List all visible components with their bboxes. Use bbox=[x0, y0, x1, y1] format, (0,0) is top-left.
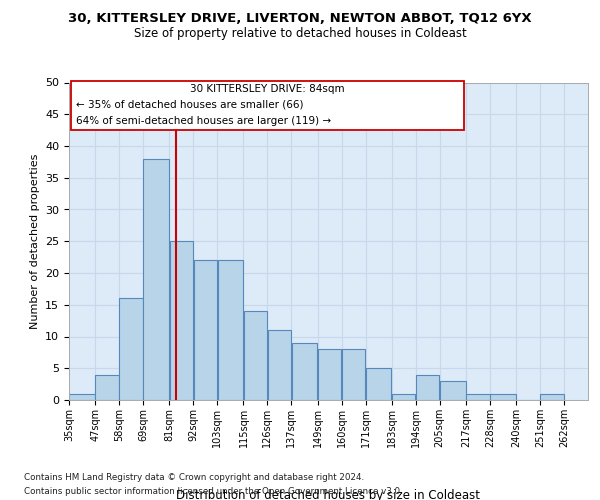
Bar bbox=[244, 311, 267, 400]
Text: Size of property relative to detached houses in Coldeast: Size of property relative to detached ho… bbox=[134, 28, 466, 40]
Bar bbox=[95, 374, 119, 400]
Bar bbox=[218, 260, 243, 400]
Bar bbox=[416, 374, 439, 400]
Bar bbox=[70, 394, 95, 400]
Bar bbox=[119, 298, 143, 400]
Bar bbox=[71, 81, 464, 130]
Bar bbox=[170, 242, 193, 400]
Bar bbox=[392, 394, 415, 400]
Bar bbox=[292, 343, 317, 400]
Bar bbox=[366, 368, 391, 400]
Text: Contains HM Land Registry data © Crown copyright and database right 2024.: Contains HM Land Registry data © Crown c… bbox=[24, 472, 364, 482]
Bar bbox=[342, 349, 365, 400]
Bar bbox=[194, 260, 217, 400]
Text: 30, KITTERSLEY DRIVE, LIVERTON, NEWTON ABBOT, TQ12 6YX: 30, KITTERSLEY DRIVE, LIVERTON, NEWTON A… bbox=[68, 12, 532, 26]
Text: 30 KITTERSLEY DRIVE: 84sqm: 30 KITTERSLEY DRIVE: 84sqm bbox=[190, 84, 345, 94]
X-axis label: Distribution of detached houses by size in Coldeast: Distribution of detached houses by size … bbox=[176, 488, 481, 500]
Bar bbox=[440, 381, 466, 400]
Y-axis label: Number of detached properties: Number of detached properties bbox=[29, 154, 40, 329]
Text: 64% of semi-detached houses are larger (119) →: 64% of semi-detached houses are larger (… bbox=[76, 116, 331, 126]
Bar bbox=[541, 394, 563, 400]
Bar bbox=[490, 394, 516, 400]
Text: ← 35% of detached houses are smaller (66): ← 35% of detached houses are smaller (66… bbox=[76, 99, 303, 109]
Bar bbox=[466, 394, 492, 400]
Bar bbox=[143, 158, 169, 400]
Bar bbox=[318, 349, 341, 400]
Bar bbox=[268, 330, 291, 400]
Text: Contains public sector information licensed under the Open Government Licence v3: Contains public sector information licen… bbox=[24, 488, 403, 496]
